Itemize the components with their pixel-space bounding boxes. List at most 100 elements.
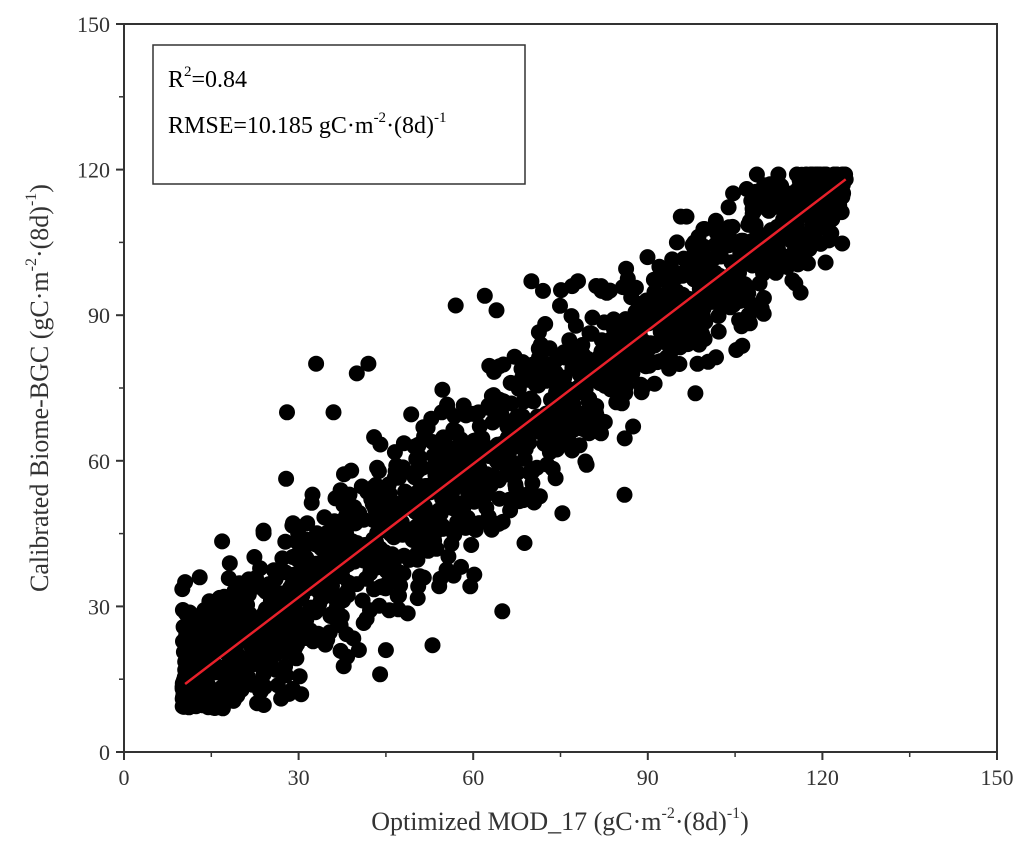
scatter-point: [779, 253, 796, 270]
scatter-point: [554, 505, 571, 522]
scatter-point: [484, 414, 501, 431]
scatter-point: [360, 355, 377, 372]
scatter-point: [449, 462, 466, 479]
scatter-point: [697, 313, 714, 330]
scatter-point: [467, 489, 484, 506]
scatter-point: [651, 258, 668, 275]
scatter-point: [668, 234, 685, 251]
scatter-point: [191, 569, 208, 586]
scatter-point: [488, 302, 505, 319]
scatter-point: [308, 355, 325, 372]
scatter-point: [494, 513, 511, 530]
x-tick-label: 60: [462, 765, 484, 790]
scatter-point: [395, 565, 412, 582]
scatter-point: [834, 235, 851, 252]
scatter-point: [707, 212, 724, 229]
scatter-point: [728, 342, 745, 358]
scatter-point: [279, 404, 295, 421]
scatter-point: [817, 254, 834, 271]
scatter-point: [361, 543, 378, 560]
scatter-point: [471, 418, 488, 435]
scatter-point: [738, 181, 755, 197]
scatter-point: [767, 176, 784, 193]
scatter-point: [358, 610, 375, 627]
scatter-point: [348, 576, 365, 593]
scatter-point: [725, 185, 742, 202]
y-axis-title: Calibrated Biome-BGC (gC·m-2·(8d)-1): [23, 184, 54, 592]
scatter-point: [817, 214, 834, 231]
scatter-point: [321, 551, 338, 568]
scatter-point: [678, 208, 695, 225]
scatter-point: [342, 542, 359, 558]
scatter-point: [389, 588, 406, 604]
scatter-point: [698, 259, 715, 276]
scatter-point: [289, 534, 306, 550]
x-title-sup1: -2: [662, 805, 675, 822]
scatter-point: [277, 533, 294, 550]
scatter-point: [372, 514, 389, 531]
scatter-point: [605, 311, 622, 328]
scatter-point: [324, 577, 340, 594]
scatter-point: [332, 642, 349, 659]
scatter-point: [657, 334, 674, 351]
scatter-point: [801, 183, 818, 200]
scatter-point: [751, 275, 768, 292]
scatter-point: [411, 516, 428, 533]
scatter-point: [625, 318, 642, 335]
scatter-point: [593, 425, 609, 442]
rmse-main: RMSE=10.185 gC·m: [168, 113, 374, 139]
scatter-point: [260, 576, 277, 593]
scatter-point: [609, 325, 626, 341]
scatter-point: [689, 355, 706, 372]
scatter-point: [255, 522, 272, 539]
scatter-point: [463, 537, 480, 553]
scatter-point: [572, 349, 589, 365]
scatter-point: [317, 636, 334, 653]
scatter-point: [325, 404, 342, 421]
scatter-point: [464, 405, 481, 422]
x-title-mid: ·(8d): [675, 807, 727, 836]
scatter-point: [762, 237, 779, 254]
scatter-point: [181, 618, 198, 635]
scatter-point: [593, 278, 610, 295]
scatter-point: [516, 535, 533, 551]
scatter-point: [291, 668, 308, 685]
scatter-point: [600, 336, 617, 353]
scatter-point: [420, 477, 437, 494]
scatter-point: [525, 393, 542, 410]
scatter-point: [480, 448, 497, 464]
scatter-point: [377, 642, 394, 659]
scatter-point: [646, 375, 663, 392]
scatter-point: [618, 260, 635, 277]
scatter-point: [386, 469, 403, 486]
scatter-point: [485, 467, 502, 484]
scatter-point: [253, 622, 270, 639]
x-axis-title: Optimized MOD_17 (gC·m-2·(8d)-1): [371, 805, 749, 836]
rmse-sup2: -1: [434, 110, 447, 126]
scatter-point: [639, 249, 656, 266]
scatter-point: [455, 499, 472, 516]
x-title-sup2: -1: [727, 805, 740, 822]
scatter-point: [445, 567, 462, 584]
scatter-point: [507, 410, 524, 427]
scatter-point: [180, 606, 197, 623]
scatter-point: [731, 312, 748, 329]
scatter-point: [376, 555, 393, 572]
scatter-point: [476, 287, 493, 304]
scatter-point: [462, 578, 479, 595]
scatter-point: [506, 348, 523, 365]
y-tick-label: 30: [88, 594, 110, 619]
scatter-point: [221, 555, 238, 572]
scatter-point: [204, 613, 221, 630]
scatter-point: [381, 496, 398, 513]
scatter-point: [586, 359, 603, 376]
scatter-point: [769, 198, 786, 215]
x-tick-label: 150: [981, 765, 1014, 790]
scatter-point: [439, 396, 456, 413]
scatter-point: [764, 255, 781, 272]
scatter-point: [798, 166, 815, 183]
scatter-point: [411, 449, 428, 466]
scatter-point: [684, 313, 701, 330]
scatter-point: [446, 526, 463, 543]
